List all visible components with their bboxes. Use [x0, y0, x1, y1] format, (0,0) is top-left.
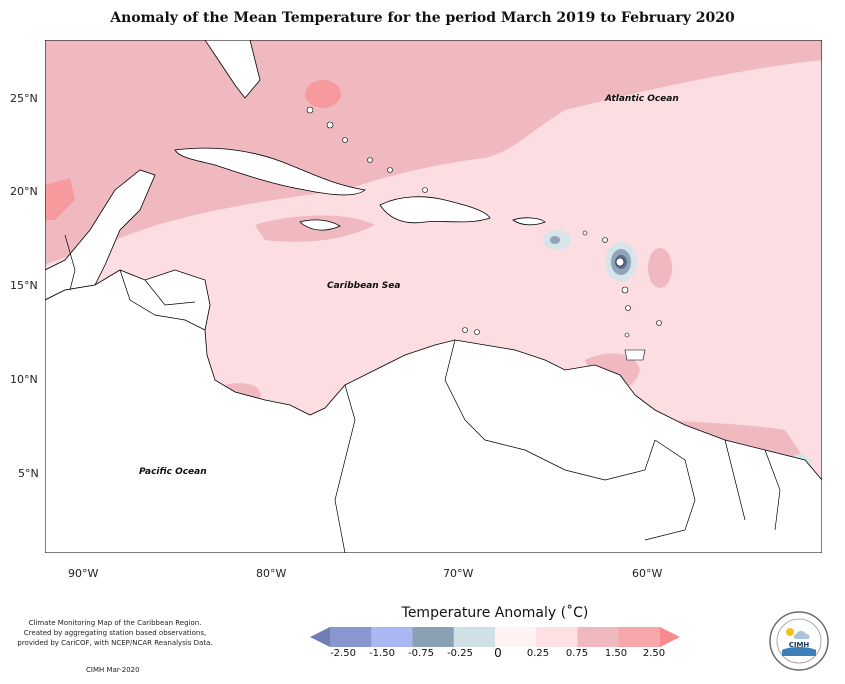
- cimh-logo: CIMH: [769, 611, 829, 671]
- lat-label-20: 20°N: [10, 185, 38, 198]
- border-a: [119, 269, 206, 331]
- legend-segment: [536, 627, 578, 647]
- border-g: [764, 449, 781, 531]
- pacific-ocean-label: Pacific Ocean: [139, 467, 207, 477]
- border-b: [144, 279, 196, 306]
- legend-segment: [412, 627, 455, 647]
- lon-label-70: 70°W: [443, 567, 474, 580]
- border-h: [64, 234, 76, 291]
- legend-segment-high: [660, 627, 680, 647]
- credit-text: Climate Monitoring Map of the Caribbean …: [10, 618, 220, 648]
- lat-label-10: 10°N: [10, 373, 38, 386]
- legend-segment-low: [310, 627, 330, 647]
- legend-segment: [495, 627, 537, 647]
- island-bahamas-5: [387, 167, 393, 173]
- land-cuba: [174, 147, 366, 196]
- land-florida: [204, 39, 261, 99]
- anomaly-spot-bahamas: [305, 80, 341, 108]
- atlantic-ocean-label: Atlantic Ocean: [605, 94, 679, 104]
- legend-colorbar: [310, 627, 680, 647]
- legend-segment: [618, 627, 661, 647]
- island-curacao: [474, 329, 480, 335]
- legend-tick-7: 1.50: [604, 648, 628, 659]
- island-bahamas-2: [326, 121, 334, 129]
- border-d: [444, 339, 656, 481]
- map-svg: [44, 39, 823, 554]
- anomaly-spot-yucatan: [45, 178, 75, 220]
- cloud-icon: [793, 631, 810, 639]
- legend-segment: [371, 627, 413, 647]
- legend-tick-0: -2.50: [330, 648, 356, 659]
- lon-label-60: 60°W: [632, 567, 663, 580]
- small-islands: [306, 106, 662, 361]
- border-e: [644, 439, 696, 541]
- island-barbados: [656, 320, 662, 326]
- legend-segment: [577, 627, 620, 647]
- credit-line-2: Created by aggregating station based obs…: [23, 629, 207, 637]
- island-bahamas-4: [367, 157, 373, 163]
- island-guadeloupe: [615, 257, 625, 267]
- water-icon: [782, 647, 816, 656]
- island-st-kitts: [582, 230, 588, 236]
- lon-label-80: 80°W: [256, 567, 287, 580]
- island-martinique: [621, 286, 629, 294]
- legend-tick-4: 0: [494, 646, 502, 660]
- island-grenada: [624, 332, 630, 338]
- lat-label-5: 5°N: [18, 467, 39, 480]
- legend-segment: [453, 627, 496, 647]
- island-aruba: [462, 327, 468, 333]
- logo-text: CIMH: [789, 641, 810, 649]
- sun-icon: [786, 628, 794, 636]
- credit-line-1: Climate Monitoring Map of the Caribbean …: [28, 619, 202, 627]
- legend-tick-3: -0.25: [447, 648, 473, 659]
- island-st-lucia: [625, 305, 631, 311]
- legend-segment: [330, 627, 372, 647]
- map-title: Anomaly of the Mean Temperature for the …: [110, 10, 735, 26]
- island-trinidad: [624, 349, 646, 361]
- legend-title: Temperature Anomaly (˚C): [401, 605, 589, 621]
- legend-tick-1: -1.50: [369, 648, 395, 659]
- land-jamaica: [299, 219, 341, 231]
- land-puerto-rico: [512, 217, 546, 226]
- island-bahamas-3: [342, 137, 348, 143]
- landmasses: [44, 39, 823, 554]
- island-antigua: [602, 237, 608, 243]
- legend-tick-2: -0.75: [408, 648, 434, 659]
- map-area: Atlantic Ocean Caribbean Sea Pacific Oce…: [44, 39, 823, 554]
- anomaly-zone-north: [45, 40, 822, 265]
- country-borders: [64, 234, 781, 554]
- border-f: [724, 439, 746, 521]
- lat-label-15: 15°N: [10, 279, 38, 292]
- island-turks: [422, 187, 428, 193]
- anomaly-patch-east: [648, 248, 672, 288]
- legend-tick-5: 0.25: [526, 648, 550, 659]
- caribbean-sea-label: Caribbean Sea: [327, 281, 401, 291]
- border-c: [334, 384, 356, 554]
- credit-date: CIMH Mar-2020: [86, 666, 140, 674]
- anomaly-spot-virgin-core: [550, 236, 560, 244]
- legend-tick-8: 2.50: [642, 648, 666, 659]
- legend-segments: [310, 627, 680, 647]
- land-hispaniola: [379, 196, 491, 224]
- credit-line-3: provided by CariCOF, with NCEP/NCAR Rean…: [17, 639, 213, 647]
- legend-tick-6: 0.75: [565, 648, 589, 659]
- lon-label-90: 90°W: [68, 567, 99, 580]
- island-bahamas-1: [306, 106, 314, 114]
- lat-label-25: 25°N: [10, 92, 38, 105]
